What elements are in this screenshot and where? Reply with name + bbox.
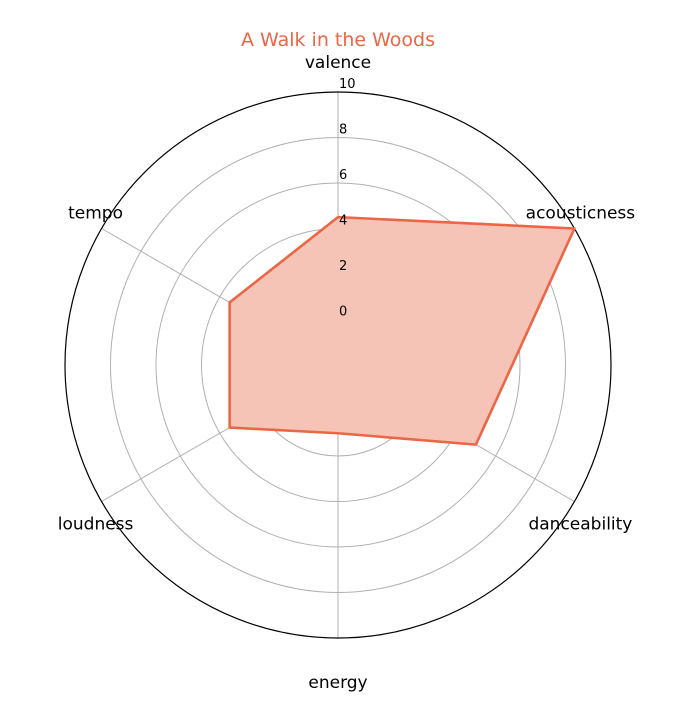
category-label-acousticness: acousticness <box>526 204 636 224</box>
tick-label-10: 10 <box>339 77 356 92</box>
category-label-energy: energy <box>308 673 367 693</box>
series-layer <box>228 215 576 446</box>
tick-label-6: 6 <box>339 168 347 183</box>
tick-label-4: 4 <box>339 214 347 229</box>
category-label-valence: valence <box>305 53 371 73</box>
labels: 0 2 4 6 8 10 valence acousticness danceability en… <box>58 53 636 693</box>
series-0-area <box>228 215 576 446</box>
ring-8 <box>110 137 566 593</box>
tick-label-8: 8 <box>339 123 347 138</box>
ring-6 <box>155 182 521 548</box>
tick-label-0: 0 <box>339 305 347 320</box>
category-label-danceability: danceability <box>528 515 632 535</box>
category-label-tempo: tempo <box>68 204 123 224</box>
tick-label-2: 2 <box>339 259 347 274</box>
outer-frame <box>64 91 612 639</box>
chart-title: A Walk in the Woods <box>241 29 435 51</box>
category-label-loudness: loudness <box>58 515 134 535</box>
